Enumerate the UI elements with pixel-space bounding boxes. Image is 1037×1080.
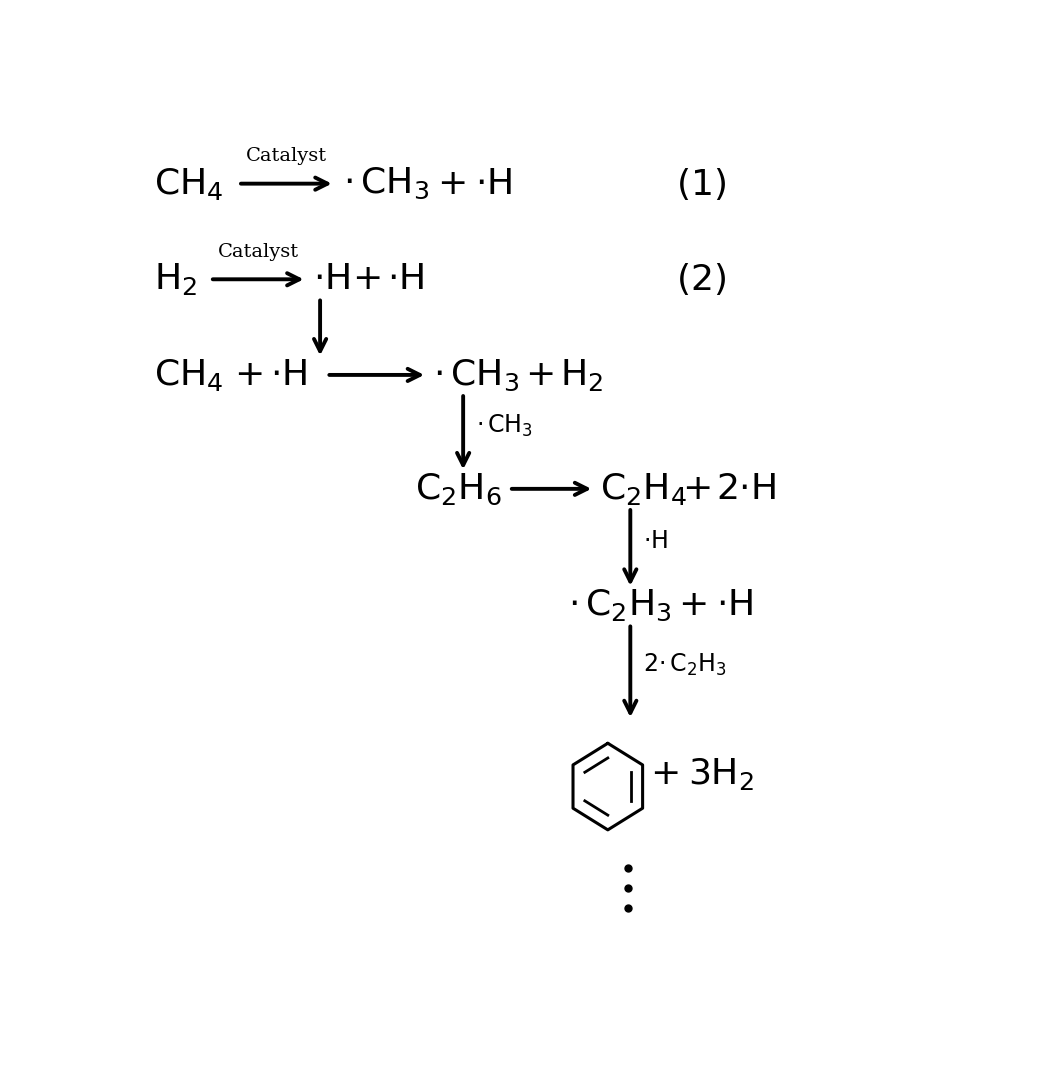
Text: $+$: $+$ xyxy=(233,357,262,392)
Text: $+$: $+$ xyxy=(682,472,710,505)
Text: $\mathrm{2{\cdot}\,C_2H_3}$: $\mathrm{2{\cdot}\,C_2H_3}$ xyxy=(643,652,727,678)
Text: $\mathrm{C_2H_6}$: $\mathrm{C_2H_6}$ xyxy=(415,471,502,507)
Text: $\mathrm{2{\cdot}H}$: $\mathrm{2{\cdot}H}$ xyxy=(717,472,777,505)
Text: $\mathrm{CH_4}$: $\mathrm{CH_4}$ xyxy=(153,165,223,202)
Text: $+$: $+$ xyxy=(353,262,381,296)
Text: $+$: $+$ xyxy=(526,357,554,392)
Text: $\mathrm{H_2}$: $\mathrm{H_2}$ xyxy=(560,356,602,393)
Text: $\mathrm{\cdot H}$: $\mathrm{\cdot H}$ xyxy=(387,262,424,296)
Text: $(2)$: $(2)$ xyxy=(676,261,726,297)
Text: Catalyst: Catalyst xyxy=(218,243,299,261)
Text: $\mathrm{H_2}$: $\mathrm{H_2}$ xyxy=(153,261,197,297)
Text: $\mathrm{3H_2}$: $\mathrm{3H_2}$ xyxy=(689,756,754,792)
Text: $\mathrm{\cdot\, CH_3}$: $\mathrm{\cdot\, CH_3}$ xyxy=(433,357,520,392)
Text: $\mathrm{\cdot\, CH_3}$: $\mathrm{\cdot\, CH_3}$ xyxy=(342,166,428,201)
Text: $\mathrm{C_2H_4}$: $\mathrm{C_2H_4}$ xyxy=(599,471,686,507)
Text: $(1)$: $(1)$ xyxy=(676,165,726,202)
Text: $\mathrm{\cdot H}$: $\mathrm{\cdot H}$ xyxy=(271,357,307,392)
Text: $\mathrm{\cdot H}$: $\mathrm{\cdot H}$ xyxy=(643,530,668,553)
Text: $\mathrm{\cdot\,CH_3}$: $\mathrm{\cdot\,CH_3}$ xyxy=(476,413,533,440)
Text: Catalyst: Catalyst xyxy=(246,147,327,165)
Text: $\mathrm{\cdot H}$: $\mathrm{\cdot H}$ xyxy=(717,589,754,622)
Text: $\mathrm{\cdot\,C_2H_3}$: $\mathrm{\cdot\,C_2H_3}$ xyxy=(567,588,671,623)
Text: $+$: $+$ xyxy=(650,757,678,791)
Text: $\mathrm{\cdot H}$: $\mathrm{\cdot H}$ xyxy=(475,166,512,201)
Text: $\mathrm{\cdot H}$: $\mathrm{\cdot H}$ xyxy=(313,262,349,296)
Text: $\mathrm{CH_4}$: $\mathrm{CH_4}$ xyxy=(153,356,223,393)
Text: $+$: $+$ xyxy=(437,166,466,201)
Text: $+$: $+$ xyxy=(678,589,706,622)
